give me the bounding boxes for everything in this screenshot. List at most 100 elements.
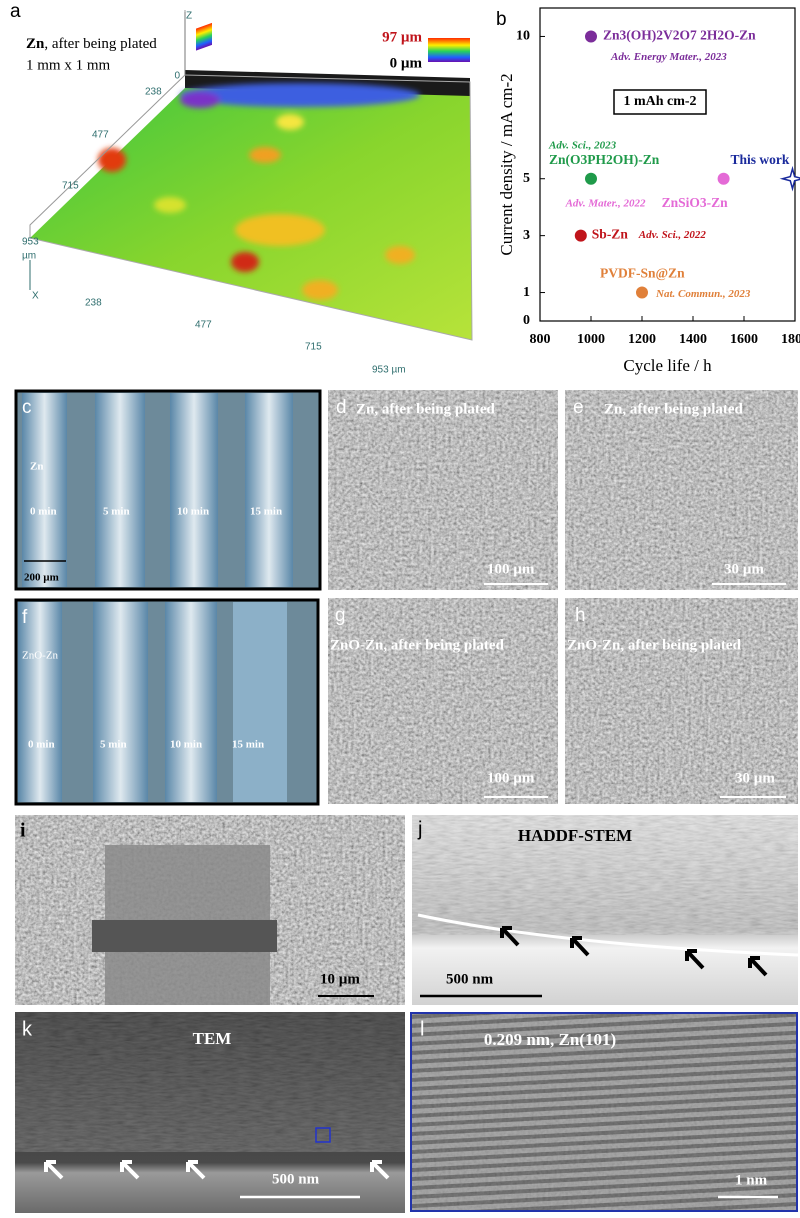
panel-label: a bbox=[10, 1, 21, 22]
scale-label: 10 µm bbox=[320, 971, 360, 987]
y-axis-label: Current density / mA cm-2 bbox=[497, 73, 516, 255]
time-label: 10 min bbox=[170, 739, 202, 751]
panel-e: e Zn, after being plated 30 µm bbox=[565, 390, 798, 590]
electrode bbox=[22, 393, 67, 587]
time-label: 15 min bbox=[232, 739, 264, 751]
point bbox=[585, 30, 597, 42]
x-axis-label: Cycle life / h bbox=[623, 356, 712, 375]
point-source: Adv. Sci., 2023 bbox=[548, 139, 617, 151]
scale-min: 0 µm bbox=[390, 55, 423, 71]
z-label: Z bbox=[186, 11, 192, 22]
point-name: This work bbox=[730, 152, 789, 167]
caption: Zn, after being plated bbox=[356, 401, 496, 417]
panel-label: l bbox=[420, 1018, 424, 1040]
scale-label: 100 µm bbox=[487, 561, 535, 577]
time-label: 5 min bbox=[103, 506, 130, 518]
scale-label: 30 µm bbox=[724, 561, 764, 577]
panel-label: h bbox=[575, 605, 586, 626]
electrode bbox=[93, 602, 148, 802]
panel-a: a Zn, after being plated 1 mm x 1 mm 97 … bbox=[10, 1, 472, 376]
point bbox=[585, 173, 597, 185]
z-colorbar bbox=[196, 23, 212, 51]
micrograph bbox=[328, 390, 558, 590]
x-tick-label: 1200 bbox=[628, 332, 656, 347]
scale-label: 1 nm bbox=[735, 1172, 768, 1188]
bottom-tick: 715 bbox=[305, 342, 322, 353]
caption: ZnO-Zn, after being plated bbox=[567, 637, 742, 653]
title-sample: Zn bbox=[26, 36, 45, 52]
point-source: Adv. Mater., 2022 bbox=[565, 197, 646, 209]
panel-label: g bbox=[335, 605, 346, 626]
x-tick-label: 1000 bbox=[577, 332, 605, 347]
panel-label: e bbox=[573, 397, 584, 418]
panel-k: k TEM 500 nm bbox=[15, 1012, 405, 1213]
panel-label: c bbox=[22, 397, 32, 418]
time-label: 0 min bbox=[30, 506, 57, 518]
size-text: 1 mm x 1 mm bbox=[26, 57, 111, 73]
bottom-tick: 238 bbox=[85, 298, 102, 309]
panel-l: l 0.209 nm, Zn(101) 1 nm bbox=[411, 1013, 797, 1211]
point bbox=[636, 287, 648, 299]
panel-g: g ZnO-Zn, after being plated 100 µm bbox=[328, 598, 558, 804]
caption: 0.209 nm, Zn(101) bbox=[484, 1030, 616, 1049]
point-name: Zn(O3PH2OH)-Zn bbox=[549, 152, 660, 167]
condition-label: 1 mAh cm-2 bbox=[623, 94, 696, 109]
time-label: 0 min bbox=[28, 739, 55, 751]
caption: Zn, after being plated bbox=[604, 401, 744, 417]
point-name: Sb-Zn bbox=[592, 227, 629, 242]
electrode bbox=[165, 602, 217, 802]
x-tick-label: 1800 bbox=[781, 332, 800, 347]
panel-f: f ZnO-Zn 0 min 5 min 10 min 15 min bbox=[16, 600, 318, 804]
scale-label: 500 nm bbox=[446, 971, 494, 987]
title-text: , after being plated bbox=[44, 36, 157, 52]
micrograph bbox=[565, 390, 798, 590]
point-source: Adv. Energy Mater., 2023 bbox=[610, 51, 727, 63]
panel-label: i bbox=[20, 820, 26, 842]
point-source: Nat. Commun., 2023 bbox=[655, 288, 751, 300]
electrode bbox=[170, 393, 218, 587]
y-tick-label: 5 bbox=[523, 171, 530, 186]
point-name: Zn3(OH)2V2O7 2H2O-Zn bbox=[603, 28, 756, 43]
electrode bbox=[95, 393, 145, 587]
scale-label: 200 µm bbox=[24, 572, 59, 584]
left-tick: 953 bbox=[22, 237, 39, 248]
left-tick: 477 bbox=[92, 130, 109, 141]
point bbox=[575, 230, 587, 242]
panel-j: j HADDF-STEM 500 nm bbox=[412, 815, 798, 1005]
panel-title: Zn, after being plated bbox=[26, 36, 157, 52]
time-label: 15 min bbox=[250, 506, 282, 518]
sample-label: ZnO-Zn bbox=[22, 650, 59, 662]
left-tick: 238 bbox=[145, 87, 162, 98]
y-tick-label: 10 bbox=[516, 29, 530, 44]
panel-label: f bbox=[22, 607, 28, 628]
y-tick-label: 1 bbox=[523, 285, 530, 300]
time-label: 5 min bbox=[100, 739, 127, 751]
panel-b: b 01351080010001200140016001800Cycle lif… bbox=[496, 8, 800, 375]
panel-label: d bbox=[336, 397, 347, 418]
point-name: PVDF-Sn@Zn bbox=[600, 266, 685, 281]
panel-label: b bbox=[496, 9, 507, 30]
electrode bbox=[233, 602, 287, 802]
point-name: ZnSiO3-Zn bbox=[662, 195, 729, 210]
x-tick-label: 800 bbox=[530, 332, 551, 347]
cross-section bbox=[92, 920, 277, 952]
y-tick-label: 0 bbox=[523, 313, 530, 328]
z-zero: 0 bbox=[174, 71, 180, 82]
x-label: X bbox=[32, 291, 39, 302]
scale-max: 97 µm bbox=[382, 29, 422, 45]
panel-d: d Zn, after being plated 100 µm bbox=[328, 390, 558, 590]
sample-label: Zn bbox=[30, 461, 43, 473]
colorbar bbox=[428, 38, 470, 62]
caption: ZnO-Zn, after being plated bbox=[330, 637, 505, 653]
caption: TEM bbox=[193, 1029, 232, 1048]
scale-label: 30 µm bbox=[735, 770, 775, 786]
panel-label: k bbox=[22, 1018, 33, 1040]
panel-label: j bbox=[417, 818, 422, 840]
electrode bbox=[18, 602, 62, 802]
point bbox=[718, 173, 730, 185]
left-unit: µm bbox=[22, 251, 36, 262]
point-source: Adv. Sci., 2022 bbox=[638, 229, 707, 241]
x-tick-label: 1400 bbox=[679, 332, 707, 347]
